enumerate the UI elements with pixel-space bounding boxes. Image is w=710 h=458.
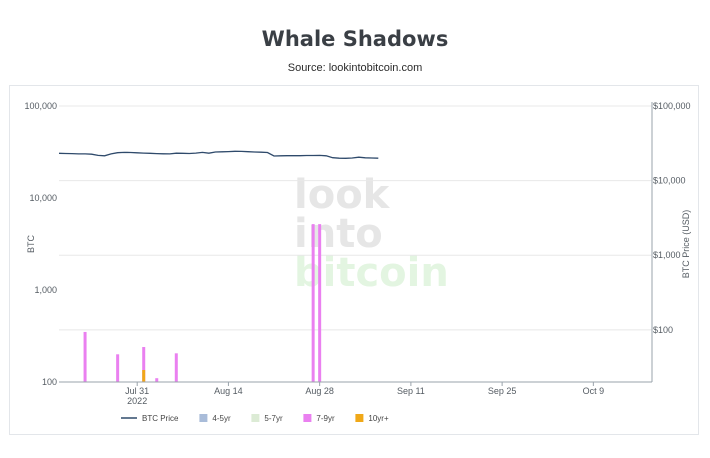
- price-line: [58, 150, 379, 159]
- y-tick-label: 100,000: [24, 101, 57, 111]
- legend: BTC Price 4-5yr 5-7yr 7-9yr 10yr+: [121, 414, 389, 423]
- y2-tick-label: $100,000: [653, 101, 691, 111]
- y-tick-label: 1,000: [34, 285, 57, 295]
- legend-label: 5-7yr: [264, 414, 283, 423]
- y2-axis-title: BTC Price (USD): [681, 210, 691, 279]
- bar-10yr+: [142, 370, 146, 382]
- price-line-series: [58, 150, 379, 159]
- legend-item: 4-5yr: [199, 414, 231, 423]
- legend-swatch: [355, 414, 364, 422]
- legend-item: 5-7yr: [251, 414, 283, 423]
- lookintobitcoin-watermark: look into bitcoin: [294, 172, 449, 296]
- x-tick-sublabel: 2022: [127, 396, 147, 406]
- bar-7-9yr: [318, 224, 322, 382]
- legend-label: 4-5yr: [212, 414, 231, 423]
- y-tick-label: 10,000: [29, 193, 57, 203]
- watermark-bitcoin: bitcoin: [294, 250, 449, 296]
- legend-item: BTC Price: [121, 414, 179, 423]
- x-tick-label: Aug 28: [305, 386, 334, 396]
- legend-swatch: [303, 414, 312, 422]
- bar-7-9yr: [142, 347, 146, 382]
- bar-7-9yr: [155, 378, 159, 382]
- legend-item: 10yr+: [355, 414, 389, 423]
- y-axis-title: BTC: [26, 234, 36, 253]
- bar-series: [83, 224, 322, 382]
- legend-label: 7-9yr: [316, 414, 335, 423]
- y2-tick-label: $1,000: [653, 250, 681, 260]
- x-tick-label: Oct 9: [583, 386, 605, 396]
- y2-tick-label: $10,000: [653, 176, 686, 186]
- chart-subtitle: Source: lookintobitcoin.com: [287, 62, 423, 74]
- legend-label: 10yr+: [368, 414, 389, 423]
- legend-item: 7-9yr: [303, 414, 335, 423]
- bar-7-9yr: [311, 224, 315, 382]
- legend-label: BTC Price: [142, 414, 179, 423]
- watermark-into: into: [294, 211, 383, 257]
- x-tick-label: Sep 25: [488, 386, 517, 396]
- bar-7-9yr: [174, 353, 178, 382]
- x-tick-label: Sep 11: [397, 386, 425, 396]
- chart-title: Whale Shadows: [261, 27, 449, 51]
- chart-panel: [9, 85, 699, 435]
- bar-7-9yr: [116, 354, 120, 382]
- x-tick-label: Aug 14: [214, 386, 243, 396]
- bar-7-9yr: [83, 331, 87, 382]
- axes: 100 1,000 10,000 100,000 $100 $1,000 $10,000 $1…: [24, 101, 691, 406]
- x-tick-label: Jul 31: [125, 386, 149, 396]
- watermark-look: look: [294, 172, 391, 218]
- legend-swatch: [199, 414, 208, 422]
- grid-lines: [59, 105, 652, 331]
- y2-tick-label: $100: [653, 325, 673, 335]
- y-tick-label: 100: [42, 377, 57, 387]
- legend-swatch: [251, 414, 260, 422]
